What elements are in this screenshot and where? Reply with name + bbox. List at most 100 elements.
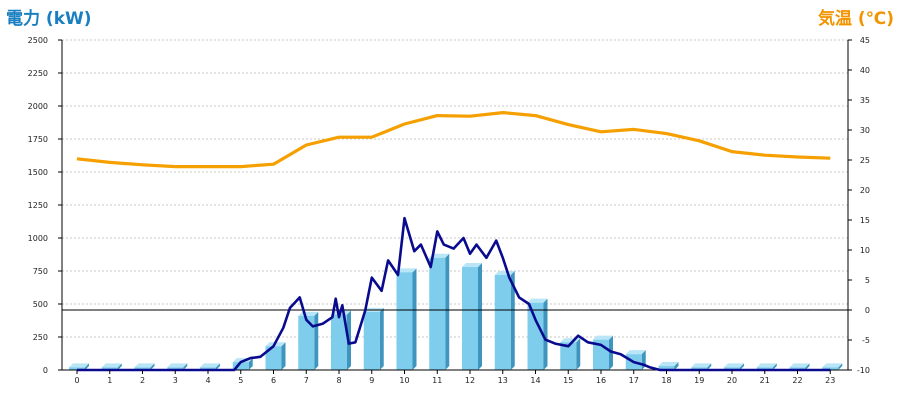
right-tick-label: -10 [857,366,870,375]
data-lines [76,110,831,372]
tick-labels: 02505007501000125015001750200022502500-1… [28,36,870,385]
x-tick-label: 18 [661,376,671,385]
x-tick-label: 21 [760,376,770,385]
left-tick-label: 2250 [28,69,48,78]
right-axis-title: 気温 (℃) [817,9,894,29]
x-tick-label: 6 [271,376,276,385]
bar [691,367,708,370]
bar-side [576,338,581,370]
x-tick-label: 17 [629,376,639,385]
bar-top [134,363,155,368]
x-tick-label: 12 [465,376,475,385]
right-tick-label: 25 [860,156,870,165]
bar-side [740,363,744,370]
bar-top [756,363,777,368]
bar-top [101,363,122,368]
bar-side [117,363,122,370]
x-tick-label: 11 [432,376,442,385]
left-tick-label: 1250 [28,201,48,210]
bar-top [200,363,220,368]
bar [363,311,380,370]
bar-side [772,363,777,370]
x-tick-label: 9 [369,376,374,385]
left-axis-title: 電力 (kW) [6,9,92,29]
x-tick-label: 22 [792,376,802,385]
right-tick-label: 40 [860,66,870,75]
bar [69,367,85,370]
x-tick-label: 20 [727,376,737,385]
bar-top [625,350,646,355]
bar-side [183,363,188,370]
bar-top [494,270,515,275]
left-tick-label: 250 [33,333,48,342]
bar [527,302,544,370]
left-tick-label: 500 [33,300,48,309]
bar [429,257,446,370]
right-tick-label: 30 [860,126,870,135]
bar-top [724,363,744,368]
bar [560,342,577,370]
x-tick-label: 1 [107,376,112,385]
right-tick-label: 0 [865,306,870,315]
left-tick-label: 1750 [28,135,48,144]
bar [462,267,478,370]
bar-side [379,307,384,370]
bar-side [838,363,843,370]
bar-side [412,268,417,370]
x-tick-label: 4 [205,376,210,385]
bar-side [674,362,679,370]
bar [167,367,184,370]
bar-top [789,363,810,368]
x-tick-label: 2 [140,376,145,385]
x-tick-label: 5 [238,376,243,385]
bar-side [445,253,450,370]
left-tick-label: 2000 [28,102,48,111]
bar-side [478,263,482,370]
bar-top [593,335,613,340]
bar [298,315,315,370]
bar [658,366,675,370]
bar-top [691,363,712,368]
left-tick-label: 0 [43,366,48,375]
x-tick-label: 19 [694,376,704,385]
left-tick-label: 750 [33,267,48,276]
bar-top [69,363,89,368]
bar-side [216,363,220,370]
x-tick-label: 7 [304,376,309,385]
bar-top [658,362,679,367]
bar [265,346,282,370]
right-tick-label: -5 [862,336,870,345]
bar [396,272,413,370]
bar-top [396,268,417,273]
bar [494,274,511,370]
left-tick-label: 1000 [28,234,48,243]
right-tick-label: 15 [860,216,870,225]
x-tick-label: 13 [498,376,508,385]
x-tick-label: 3 [173,376,178,385]
bar [232,362,249,370]
grid-lines [62,39,848,338]
right-tick-label: 10 [860,246,870,255]
right-tick-label: 5 [865,276,870,285]
bar-side [805,363,810,370]
bar-side [510,270,515,370]
bar-side [281,342,286,370]
bar-side [543,298,548,370]
bar-side [85,363,89,370]
power-line [77,216,831,372]
bar-side [314,311,319,370]
x-tick-label: 15 [563,376,573,385]
x-tick-label: 10 [399,376,409,385]
x-tick-label: 14 [530,376,540,385]
left-tick-label: 1500 [28,168,48,177]
bar-side [707,363,712,370]
bar-side [150,363,155,370]
bar-top [167,363,188,368]
bar [756,367,773,370]
bar-top [822,363,843,368]
bar [789,367,806,370]
x-tick-label: 23 [825,376,835,385]
x-tick-label: 16 [596,376,606,385]
bar-top [462,263,482,268]
